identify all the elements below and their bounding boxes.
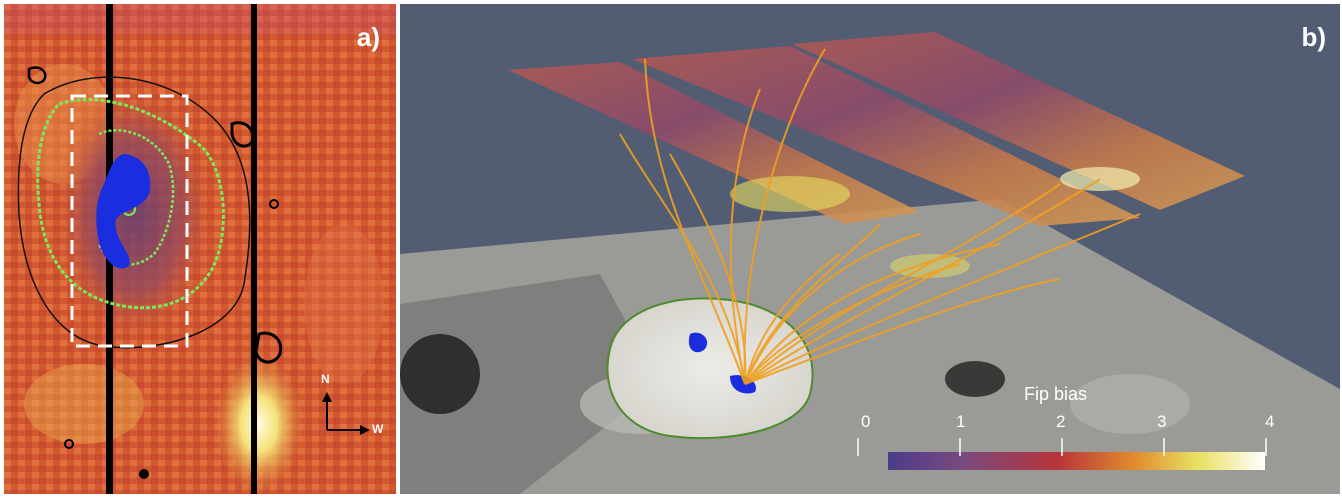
colorbar-tick-1: 1 xyxy=(956,412,966,431)
zoom-box xyxy=(70,94,189,348)
compass-west-label: W xyxy=(372,422,384,436)
colorbar-title: Fip bias xyxy=(1024,384,1088,404)
colorbar-tick-0: 0 xyxy=(861,412,871,431)
colorbar-ticks xyxy=(857,438,1267,456)
compass-north-label: N xyxy=(321,372,330,386)
dark-core-region xyxy=(54,84,214,344)
contour-green xyxy=(36,98,225,310)
panel-b-label: b) xyxy=(1301,22,1326,52)
panel-a-fip-map: a) N W xyxy=(4,4,396,494)
slit-line-right xyxy=(251,4,257,494)
sunspot-umbra xyxy=(606,297,814,440)
colorbar-tick-2: 2 xyxy=(1056,412,1066,431)
panel-a-map xyxy=(4,4,396,494)
field-lines xyxy=(619,48,1141,385)
panel-b-scene xyxy=(400,32,1340,494)
blue-rope-region xyxy=(96,154,151,269)
fip-slab-3 xyxy=(792,32,1245,210)
colorbar-tick-3: 3 xyxy=(1157,412,1167,431)
panel-b-3d-view: b) Fip bias 0 1 2 3 4 xyxy=(400,4,1340,494)
contour-black-thin xyxy=(17,76,251,349)
colorbar xyxy=(888,452,1265,470)
panel-a-label: a) xyxy=(356,22,380,52)
colorbar-tick-4: 4 xyxy=(1265,412,1275,431)
bright-region xyxy=(214,354,304,494)
